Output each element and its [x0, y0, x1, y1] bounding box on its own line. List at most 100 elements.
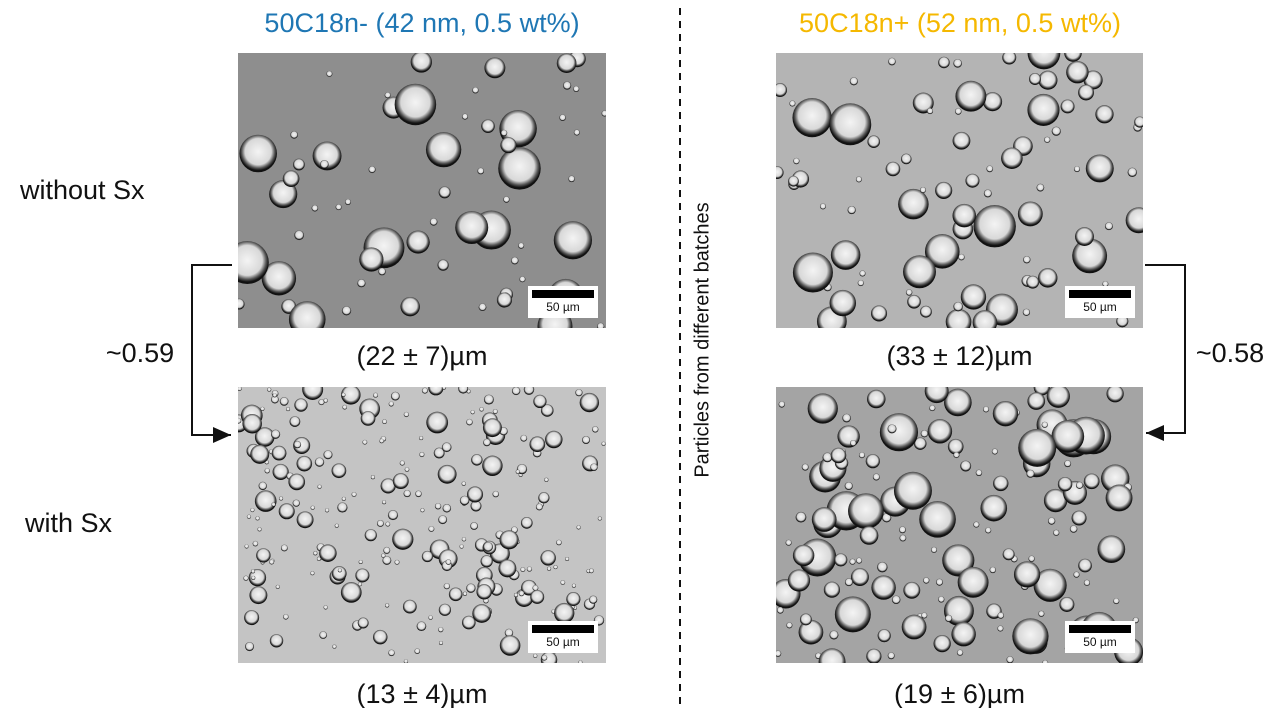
droplet — [500, 137, 517, 154]
droplet — [429, 218, 438, 226]
droplet — [382, 555, 392, 565]
droplet — [566, 592, 581, 607]
droplet — [320, 160, 329, 169]
droplet — [905, 289, 913, 296]
droplet — [357, 582, 362, 587]
droplet — [540, 550, 556, 566]
droplet — [250, 569, 255, 574]
droplet — [470, 522, 478, 530]
droplet — [982, 406, 990, 413]
droplet — [1106, 387, 1124, 403]
droplet — [1097, 535, 1126, 564]
droplet — [289, 416, 301, 427]
droplet — [576, 525, 581, 530]
droplet — [313, 551, 318, 556]
droplet — [530, 589, 545, 604]
droplet — [899, 526, 906, 534]
droplet — [392, 528, 414, 550]
size-caption: (13 ± 4)µm — [357, 679, 488, 708]
droplet — [597, 322, 605, 328]
ratio-label: ~0.59 — [106, 338, 174, 368]
droplet — [461, 481, 466, 486]
droplet — [1026, 275, 1040, 289]
droplet — [296, 511, 314, 529]
droplet — [483, 541, 493, 552]
droplet — [416, 621, 427, 632]
droplet — [288, 301, 326, 328]
droplet — [544, 477, 549, 482]
droplet — [511, 387, 521, 396]
droplet — [292, 499, 300, 507]
droplet — [849, 558, 856, 565]
droplet — [1064, 53, 1082, 62]
droplet — [1085, 154, 1114, 183]
droplet — [496, 292, 513, 308]
ratio-label: ~0.58 — [1196, 338, 1264, 368]
droplet — [877, 561, 888, 573]
droplet — [445, 559, 452, 565]
droplet — [257, 527, 262, 532]
droplet — [945, 308, 972, 328]
droplet — [294, 398, 308, 412]
droplet — [811, 507, 837, 532]
droplet — [893, 471, 932, 510]
droplet — [529, 436, 546, 453]
droplet — [1116, 315, 1129, 328]
droplet — [355, 568, 370, 583]
droplet — [272, 393, 277, 398]
droplet — [931, 546, 938, 553]
droplet — [279, 496, 284, 501]
droplet — [952, 131, 971, 150]
droplet — [879, 413, 919, 452]
droplet — [533, 653, 538, 659]
droplet — [793, 157, 800, 165]
droplet — [513, 593, 519, 598]
droplet — [520, 434, 528, 442]
droplet — [541, 654, 548, 661]
droplet — [318, 399, 325, 406]
droplet — [421, 387, 428, 394]
droplet — [360, 411, 376, 426]
droplet — [980, 494, 1008, 522]
droplet — [776, 166, 784, 179]
droplet — [819, 203, 826, 210]
droplet — [357, 279, 366, 288]
droplet — [982, 92, 1003, 112]
droplet — [560, 580, 566, 585]
droplet — [575, 389, 583, 397]
droplet — [364, 529, 377, 542]
droplet — [601, 110, 606, 117]
droplet — [251, 575, 256, 580]
droplet — [428, 615, 433, 620]
droplet — [844, 481, 853, 491]
droplet — [776, 650, 782, 657]
droplet — [955, 80, 987, 112]
droplet — [466, 418, 473, 426]
droplet — [578, 660, 583, 663]
droplet — [385, 521, 391, 527]
droplet — [997, 612, 1005, 619]
droplet — [461, 615, 476, 630]
panel-title: 50C18n- (42 nm, 0.5 wt%) — [264, 8, 579, 38]
droplet — [326, 70, 333, 77]
droplet — [238, 298, 245, 310]
droplet — [945, 614, 953, 622]
droplet — [250, 507, 255, 513]
droplet — [1051, 126, 1061, 136]
droplet — [952, 203, 977, 228]
droplet — [871, 575, 896, 600]
micrograph: 50 µm — [776, 53, 1143, 328]
droplet — [414, 648, 420, 654]
droplet — [337, 568, 342, 573]
droplet — [384, 92, 391, 99]
droplet — [818, 648, 846, 663]
droplet — [415, 490, 422, 498]
droplet — [269, 559, 275, 565]
droplet — [920, 429, 929, 438]
droplet — [344, 198, 351, 205]
droplet — [373, 629, 388, 645]
droplet — [402, 599, 417, 614]
droplet — [857, 279, 864, 287]
droplet — [380, 478, 396, 494]
